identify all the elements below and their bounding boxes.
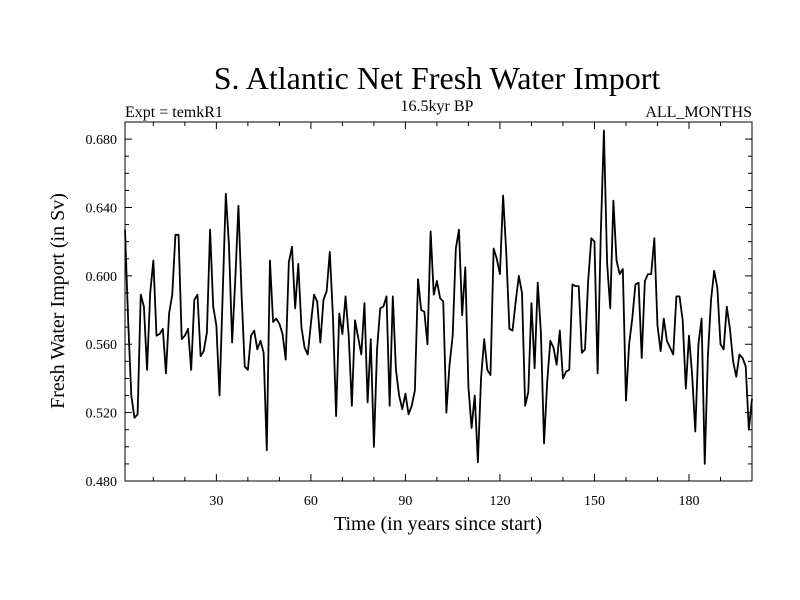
y-axis-label: Fresh Water Import (in Sv) xyxy=(47,193,69,409)
chart-title: S. Atlantic Net Fresh Water Import xyxy=(214,60,661,96)
period-label: 16.5kyr BP xyxy=(401,98,474,115)
x-axis-ticks: 30 60 90 120 150 180 xyxy=(152,122,721,509)
y-tick-label: 0.640 xyxy=(86,201,118,216)
series-line xyxy=(124,129,753,465)
y-tick-label: 0.680 xyxy=(86,133,118,148)
experiment-label: Expt = temkR1 xyxy=(125,104,223,121)
months-label: ALL_MONTHS xyxy=(645,104,752,121)
x-tick-label: 180 xyxy=(678,494,699,509)
x-axis-label: Time (in years since start) xyxy=(334,513,542,535)
x-tick-label: 60 xyxy=(304,494,318,509)
x-tick-label: 150 xyxy=(584,494,605,509)
y-tick-label: 0.520 xyxy=(86,407,118,422)
x-tick-label: 90 xyxy=(398,494,412,509)
y-tick-label: 0.480 xyxy=(86,475,118,490)
x-tick-label: 30 xyxy=(209,494,223,509)
y-tick-label: 0.560 xyxy=(86,338,118,353)
plot-frame xyxy=(124,121,753,482)
x-tick-label: 120 xyxy=(489,494,510,509)
y-axis-ticks: 0.480 0.520 0.560 0.600 0.640 0.680 xyxy=(86,121,752,490)
y-tick-label: 0.600 xyxy=(86,270,118,285)
plot-area: 30 60 90 120 150 180 0.480 0.520 0.560 0.600 0.64… xyxy=(86,121,753,509)
